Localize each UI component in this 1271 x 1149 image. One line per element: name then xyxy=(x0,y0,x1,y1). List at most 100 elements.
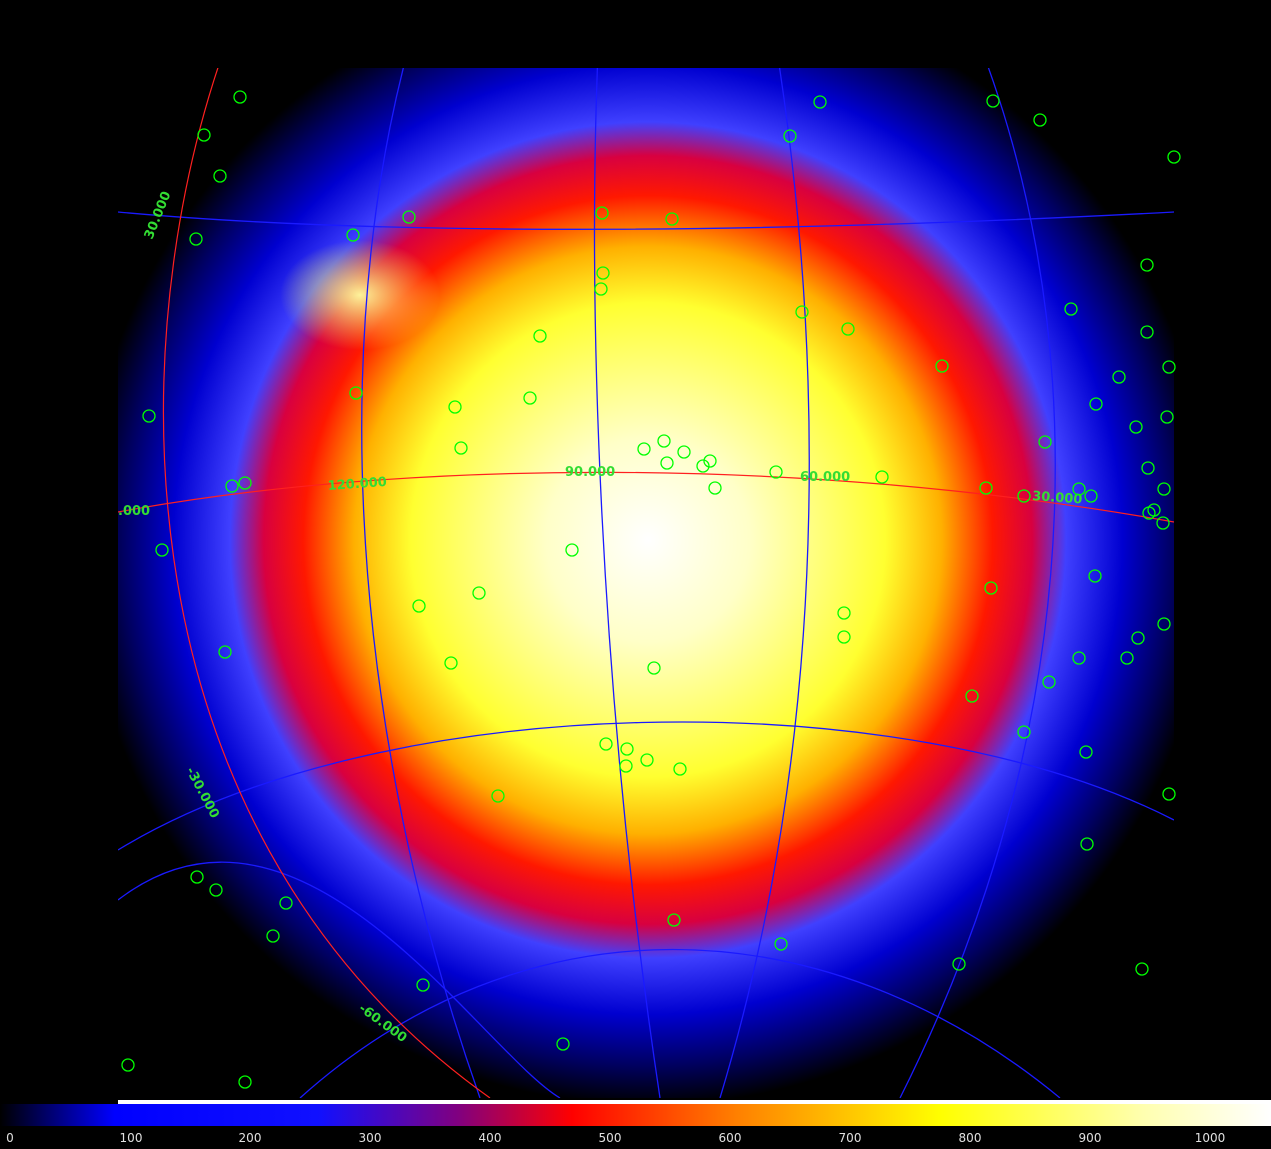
source-circle xyxy=(197,128,211,142)
source-circle xyxy=(783,129,797,143)
intensity-map xyxy=(118,8,1174,1098)
source-circle xyxy=(637,442,651,456)
source-circle xyxy=(1084,489,1098,503)
source-circle xyxy=(238,476,252,490)
source-circle xyxy=(841,322,855,336)
source-circle xyxy=(1141,461,1155,475)
source-circle xyxy=(774,937,788,951)
colorbar-tick-label: 800 xyxy=(958,1131,982,1145)
source-circle xyxy=(1162,787,1176,801)
label-lon-150: .000 xyxy=(118,504,150,519)
source-circle xyxy=(1072,651,1086,665)
source-circle xyxy=(1072,482,1086,496)
source-circle xyxy=(1157,482,1171,496)
source-circle xyxy=(1017,725,1031,739)
source-circle xyxy=(708,481,722,495)
source-circle xyxy=(416,978,430,992)
source-circle xyxy=(190,870,204,884)
source-circle xyxy=(696,459,710,473)
source-circle xyxy=(647,661,661,675)
colorbar-tick-label: 100 xyxy=(119,1131,143,1145)
source-circle xyxy=(233,90,247,104)
source-circle xyxy=(1064,302,1078,316)
source-circle xyxy=(1079,745,1093,759)
colorbar-tick-label: 200 xyxy=(238,1131,262,1145)
source-circle xyxy=(402,210,416,224)
source-circle xyxy=(979,481,993,495)
source-circle xyxy=(121,1058,135,1072)
source-circle xyxy=(1135,962,1149,976)
hotspot xyxy=(280,240,440,350)
source-circle xyxy=(837,606,851,620)
source-circle xyxy=(667,913,681,927)
source-circle xyxy=(673,762,687,776)
source-circle xyxy=(1140,325,1154,339)
source-circle xyxy=(491,789,505,803)
image-area xyxy=(118,8,1174,1098)
colorbar-tick-label: 0 xyxy=(6,1131,14,1145)
source-circle xyxy=(619,759,633,773)
source-circle xyxy=(155,543,169,557)
source-circle xyxy=(620,742,634,756)
source-circle xyxy=(703,454,717,468)
colorbar-top-line xyxy=(118,1100,1271,1104)
source-circle xyxy=(657,434,671,448)
coordinate-boundary xyxy=(118,8,1174,1098)
colorbar-tick-label: 400 xyxy=(478,1131,502,1145)
source-circle xyxy=(1140,258,1154,272)
source-circle xyxy=(225,479,239,493)
source-circle xyxy=(665,212,679,226)
source-circle xyxy=(1162,360,1176,374)
source-circle xyxy=(533,329,547,343)
source-circle xyxy=(965,689,979,703)
source-circle xyxy=(349,386,363,400)
source-circle xyxy=(218,645,232,659)
source-markers xyxy=(121,90,1181,1089)
source-circle xyxy=(1156,516,1170,530)
source-circle xyxy=(875,470,889,484)
source-circle xyxy=(448,400,462,414)
colorbar-tick-label: 1000 xyxy=(1194,1131,1226,1145)
source-circle xyxy=(454,441,468,455)
source-circle xyxy=(986,94,1000,108)
source-circle xyxy=(412,599,426,613)
source-circle xyxy=(1088,569,1102,583)
source-circle xyxy=(142,409,156,423)
source-circle xyxy=(279,896,293,910)
source-circle xyxy=(837,630,851,644)
source-circle xyxy=(1017,489,1031,503)
colorbar-tick-label: 500 xyxy=(598,1131,622,1145)
source-circle xyxy=(795,305,809,319)
source-circle xyxy=(1131,631,1145,645)
source-circle xyxy=(1112,370,1126,384)
source-circle xyxy=(595,206,609,220)
label-lon-30: 30.000 xyxy=(1032,489,1083,507)
source-circle xyxy=(1147,503,1161,517)
source-circle xyxy=(935,359,949,373)
source-circle xyxy=(1042,675,1056,689)
source-circle xyxy=(565,543,579,557)
source-circle xyxy=(599,737,613,751)
source-circle xyxy=(444,656,458,670)
source-circle xyxy=(189,232,203,246)
colorbar-tick-label: 300 xyxy=(358,1131,382,1145)
source-circle xyxy=(1080,837,1094,851)
source-circle xyxy=(346,228,360,242)
source-circle xyxy=(523,391,537,405)
source-circle xyxy=(640,753,654,767)
label-lon-60: 60.000 xyxy=(800,470,850,485)
coordinate-grid xyxy=(118,8,1174,1098)
source-circle xyxy=(1160,410,1174,424)
source-circle xyxy=(660,456,674,470)
source-circle xyxy=(952,957,966,971)
source-circle xyxy=(238,1075,252,1089)
colorbar[interactable] xyxy=(0,1104,1271,1126)
source-circle xyxy=(594,282,608,296)
source-circle xyxy=(769,465,783,479)
label-lon-120: 120.000 xyxy=(327,475,387,494)
colorbar-tick-label: 900 xyxy=(1078,1131,1102,1145)
source-circle xyxy=(1157,617,1171,631)
source-circle xyxy=(1033,113,1047,127)
label-lon-90: 90.000 xyxy=(565,465,615,480)
